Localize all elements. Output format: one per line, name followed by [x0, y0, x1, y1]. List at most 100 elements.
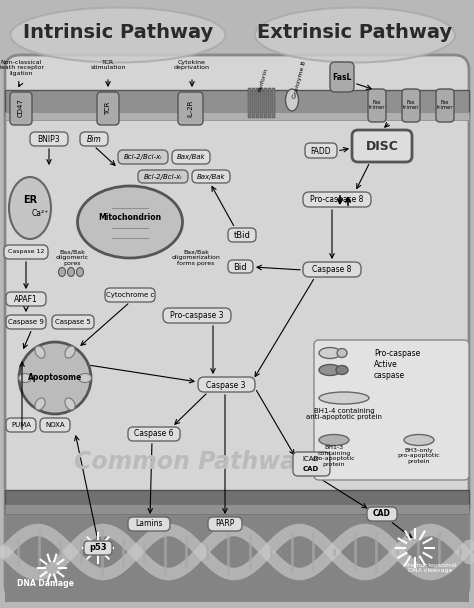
- Text: BNIP3: BNIP3: [38, 134, 60, 143]
- Ellipse shape: [336, 365, 348, 375]
- Text: Bcl-2/Bcl-xₗ: Bcl-2/Bcl-xₗ: [124, 154, 162, 160]
- Text: CAD: CAD: [373, 510, 391, 519]
- Text: Active
caspase: Active caspase: [374, 361, 405, 380]
- Bar: [268, 88, 271, 118]
- Text: BH1-4 containing
anti-apoptotic protein: BH1-4 containing anti-apoptotic protein: [306, 407, 382, 421]
- FancyBboxPatch shape: [5, 55, 469, 600]
- FancyBboxPatch shape: [6, 315, 46, 329]
- FancyBboxPatch shape: [84, 541, 112, 555]
- Ellipse shape: [255, 7, 455, 63]
- Text: PUMA: PUMA: [11, 422, 31, 428]
- FancyBboxPatch shape: [192, 170, 230, 183]
- FancyBboxPatch shape: [352, 130, 412, 162]
- Text: Cytokine
deprivation: Cytokine deprivation: [174, 60, 210, 71]
- Ellipse shape: [9, 177, 51, 239]
- Text: Intrinsic Pathway: Intrinsic Pathway: [23, 24, 213, 43]
- Text: ICAD: ICAD: [302, 456, 319, 462]
- Ellipse shape: [404, 435, 434, 446]
- FancyBboxPatch shape: [293, 452, 330, 476]
- FancyBboxPatch shape: [118, 150, 168, 164]
- FancyBboxPatch shape: [303, 192, 371, 207]
- Circle shape: [19, 342, 91, 414]
- Text: Bid: Bid: [233, 263, 247, 272]
- Ellipse shape: [319, 435, 349, 446]
- FancyBboxPatch shape: [128, 427, 180, 441]
- Text: Bcl-2/Bcl-xₗ: Bcl-2/Bcl-xₗ: [144, 174, 182, 180]
- Text: Ca²⁺: Ca²⁺: [31, 210, 49, 218]
- Text: APAF1: APAF1: [14, 294, 38, 303]
- Text: Mitochondrion: Mitochondrion: [99, 213, 162, 223]
- Ellipse shape: [79, 373, 91, 382]
- FancyBboxPatch shape: [303, 262, 361, 277]
- Text: Common Pathway: Common Pathway: [73, 450, 310, 474]
- FancyBboxPatch shape: [178, 92, 203, 125]
- FancyBboxPatch shape: [6, 418, 36, 432]
- Text: DNA Damage: DNA Damage: [17, 578, 73, 587]
- Text: PARP: PARP: [215, 519, 235, 528]
- Ellipse shape: [319, 365, 341, 376]
- FancyBboxPatch shape: [105, 288, 155, 302]
- Bar: [5, 90, 469, 115]
- FancyBboxPatch shape: [97, 92, 119, 125]
- Text: Fas
trimer: Fas trimer: [437, 100, 453, 111]
- Ellipse shape: [337, 348, 347, 358]
- Text: TCR: TCR: [105, 102, 111, 115]
- Text: Fas
trimer: Fas trimer: [369, 100, 385, 111]
- Ellipse shape: [35, 346, 45, 358]
- FancyBboxPatch shape: [208, 517, 242, 531]
- Bar: [252, 88, 255, 118]
- Text: Pro-caspase 3: Pro-caspase 3: [170, 311, 224, 320]
- Text: p53: p53: [89, 544, 107, 553]
- Text: Caspase 12: Caspase 12: [8, 249, 44, 255]
- Text: Caspase 5: Caspase 5: [55, 319, 91, 325]
- FancyBboxPatch shape: [314, 340, 469, 480]
- FancyBboxPatch shape: [198, 377, 255, 392]
- FancyBboxPatch shape: [402, 89, 420, 122]
- Bar: [5, 490, 469, 508]
- Text: Cytochrome c: Cytochrome c: [106, 292, 154, 298]
- Text: Lamins: Lamins: [135, 519, 163, 528]
- FancyBboxPatch shape: [6, 292, 46, 306]
- Text: Caspase 9: Caspase 9: [8, 319, 44, 325]
- Text: Apoptosome: Apoptosome: [28, 373, 82, 382]
- Text: Extrinsic Pathway: Extrinsic Pathway: [257, 24, 453, 43]
- FancyBboxPatch shape: [228, 260, 253, 273]
- Text: Bax/Bak: Bax/Bak: [197, 174, 225, 180]
- Text: Bax/Bak: Bax/Bak: [177, 154, 205, 160]
- Bar: [5, 514, 469, 602]
- Text: Internucleosomal
DNA cleavage: Internucleosomal DNA cleavage: [403, 562, 457, 573]
- FancyBboxPatch shape: [10, 92, 32, 125]
- Bar: [264, 88, 267, 118]
- Bar: [272, 88, 275, 118]
- Ellipse shape: [78, 186, 182, 258]
- FancyBboxPatch shape: [330, 62, 354, 92]
- Text: Bim: Bim: [87, 134, 101, 143]
- Text: TCR
stimulation: TCR stimulation: [91, 60, 126, 71]
- Ellipse shape: [319, 392, 369, 404]
- Bar: [260, 88, 263, 118]
- FancyBboxPatch shape: [436, 89, 454, 122]
- FancyBboxPatch shape: [228, 228, 256, 242]
- FancyBboxPatch shape: [172, 150, 210, 164]
- Text: IL-2R: IL-2R: [187, 99, 193, 117]
- Text: DISC: DISC: [365, 139, 399, 153]
- FancyBboxPatch shape: [52, 315, 94, 329]
- Text: Pro-caspase: Pro-caspase: [374, 348, 420, 358]
- Bar: [256, 88, 259, 118]
- Text: FasL: FasL: [332, 72, 352, 81]
- Text: Bax/Bak
oligomerization
forms pores: Bax/Bak oligomerization forms pores: [172, 250, 220, 266]
- Ellipse shape: [67, 268, 74, 277]
- Text: Granzyme B: Granzyme B: [292, 61, 308, 99]
- Bar: [5, 112, 469, 120]
- Text: ER: ER: [23, 195, 37, 205]
- Text: Fas
trimer: Fas trimer: [403, 100, 419, 111]
- Ellipse shape: [18, 373, 31, 382]
- Ellipse shape: [285, 89, 299, 111]
- Text: tBid: tBid: [234, 230, 250, 240]
- Ellipse shape: [10, 7, 226, 63]
- FancyBboxPatch shape: [4, 245, 48, 259]
- FancyBboxPatch shape: [128, 517, 170, 531]
- Text: Caspase 8: Caspase 8: [312, 266, 352, 274]
- Text: CD47: CD47: [18, 98, 24, 117]
- Text: BH1-3
containing
pro-apoptotic
protein: BH1-3 containing pro-apoptotic protein: [313, 445, 356, 467]
